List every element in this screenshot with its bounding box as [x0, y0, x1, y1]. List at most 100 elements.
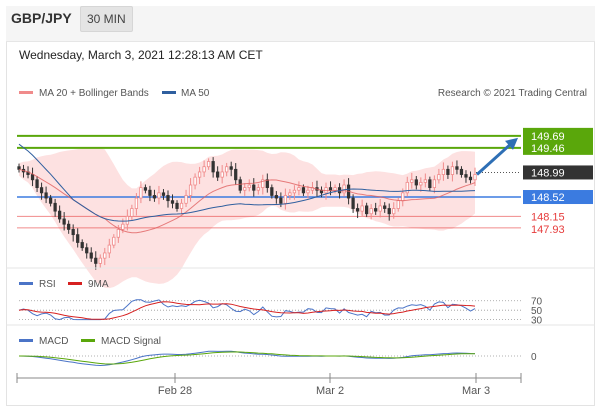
candle-body	[238, 179, 242, 191]
candle-body	[392, 208, 396, 215]
candle-body	[423, 179, 427, 183]
candle-body	[333, 187, 337, 191]
candle-body	[292, 189, 297, 194]
candle-body	[107, 244, 111, 254]
candle-body	[220, 171, 224, 178]
rsi-legend-swatch	[19, 282, 33, 285]
x-tick-label: Feb 28	[158, 385, 192, 397]
candle-body	[405, 181, 409, 194]
candle-body	[351, 197, 355, 209]
candle-body	[193, 176, 197, 186]
x-axis: Feb 28 Mar 2 Mar 3	[16, 373, 522, 397]
candle-body	[175, 202, 179, 209]
candle-body	[256, 187, 260, 191]
candle-body	[67, 223, 71, 230]
candle-body	[437, 174, 441, 181]
candle-body	[270, 187, 274, 196]
candle-body	[446, 168, 450, 175]
candle-body	[170, 200, 175, 204]
rsi-tick-label: 70	[531, 297, 543, 308]
candle-body	[378, 205, 382, 212]
candle-body	[297, 187, 301, 191]
candle-body	[283, 195, 288, 204]
candle-body	[103, 252, 107, 259]
ma50-legend-label: MA 50	[181, 88, 210, 99]
macd-signal-legend-label: MACD Signal	[101, 336, 161, 347]
bollinger-band-fill	[19, 147, 475, 289]
macd-signal-line	[19, 351, 475, 365]
candle-body	[161, 192, 166, 196]
candle-body	[80, 242, 84, 249]
resistance-tag	[523, 127, 593, 155]
macd-legend-swatch	[19, 339, 33, 342]
candle-body	[85, 247, 89, 254]
current-price-tag	[523, 165, 593, 180]
candle-body	[374, 208, 378, 212]
x-tick-label: Mar 2	[316, 385, 344, 397]
candle-body	[139, 187, 143, 199]
candle-body	[202, 166, 206, 173]
candle-body	[197, 171, 202, 178]
candle-body	[35, 179, 39, 189]
candle-body	[58, 210, 62, 220]
candle-body	[441, 168, 446, 175]
candle-body	[306, 189, 310, 194]
credit-text: Research © 2021 Trading Central	[438, 88, 587, 99]
x-tick-label: Mar 3	[462, 385, 490, 397]
candle-body	[206, 161, 211, 168]
candle-body	[274, 195, 278, 199]
pivot-label: 148.52	[531, 192, 565, 204]
candle-body	[261, 179, 265, 189]
candle-body	[301, 187, 306, 194]
rsi-legend-label: RSI	[39, 279, 56, 290]
rsi-ma-legend-swatch	[68, 282, 82, 285]
candle-body	[455, 166, 459, 170]
candle-body	[265, 179, 269, 189]
candle-body	[121, 223, 125, 230]
candle-body	[157, 192, 161, 199]
candle-body	[30, 174, 35, 181]
rsi-ma-legend-label: 9MA	[88, 279, 109, 290]
candle-body	[216, 171, 220, 178]
candle-body	[188, 184, 193, 196]
candle-body	[355, 208, 360, 212]
candle-body	[360, 205, 364, 212]
candle-body	[39, 187, 44, 194]
candle-body	[94, 257, 98, 264]
candle-body	[98, 257, 102, 264]
currency-pair-title: GBP/JPY	[11, 10, 72, 26]
candle-body	[112, 236, 116, 246]
candle-body	[383, 205, 387, 209]
candle-body	[365, 205, 369, 215]
candle-body	[328, 187, 333, 191]
forecast-arrow-shaft	[475, 141, 514, 176]
candle-body	[148, 189, 152, 196]
candle-body	[76, 234, 80, 243]
candle-body	[464, 174, 468, 178]
candle-body	[229, 166, 233, 170]
resistance-label-1: 149.69	[531, 131, 565, 143]
candle-body	[432, 179, 436, 189]
rsi-line	[18, 299, 476, 321]
candle-body	[166, 195, 170, 202]
macd-line	[18, 350, 476, 367]
candle-body	[288, 192, 292, 196]
candle-body	[387, 208, 391, 215]
candle-body	[414, 179, 418, 186]
timeframe-button[interactable]: 30 MIN	[80, 6, 133, 32]
price-levels	[17, 134, 521, 229]
candle-body	[152, 195, 157, 199]
candle-body	[44, 192, 48, 199]
ma50-legend-swatch	[162, 91, 176, 94]
current-price-label: 148.99	[531, 167, 565, 179]
candle-body	[17, 166, 21, 170]
candle-body	[143, 187, 148, 191]
candle-body	[211, 161, 215, 173]
candle-body	[89, 252, 93, 259]
support-label-2: 147.93	[531, 224, 565, 236]
candle-body	[396, 200, 400, 209]
macd-legend-label: MACD	[39, 336, 68, 347]
